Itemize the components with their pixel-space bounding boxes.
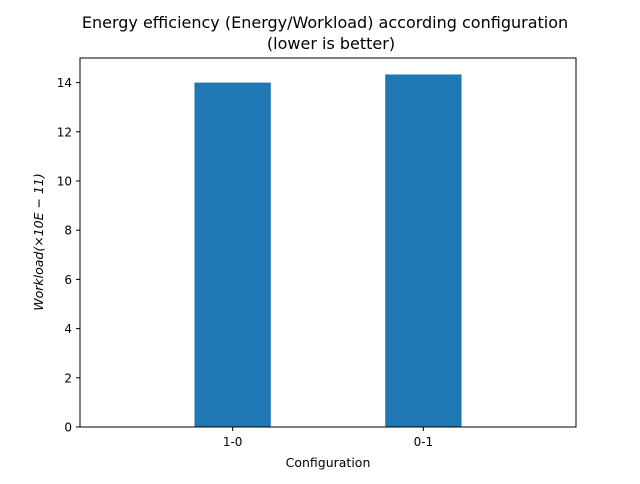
bar-0-1 [385,74,462,427]
x-axis-ticks: 1-0 0-1 [223,427,433,449]
y-tick-label: 2 [64,371,72,385]
chart-title-line-2: (lower is better) [267,34,395,53]
chart-title-line-1: Energy efficiency (Energy/Workload) acco… [82,13,568,32]
y-tick-label: 12 [57,125,72,139]
y-axis-ticks: 0 2 4 6 8 10 12 14 [57,76,80,435]
y-tick-label: 0 [64,421,72,435]
x-tick-label: 0-1 [414,435,434,449]
x-tick-label: 1-0 [223,435,243,449]
bars-group [194,74,462,427]
y-tick-label: 10 [57,175,72,189]
plot-frame [79,57,577,428]
bar-1-0 [194,82,271,427]
y-tick-label: 8 [64,224,72,238]
y-axis-label: Workload(×10E − 11) [31,173,46,310]
y-tick-label: 4 [64,322,72,336]
y-tick-label: 14 [57,76,72,90]
x-axis-label: Configuration [286,455,371,470]
y-tick-label: 6 [64,273,72,287]
